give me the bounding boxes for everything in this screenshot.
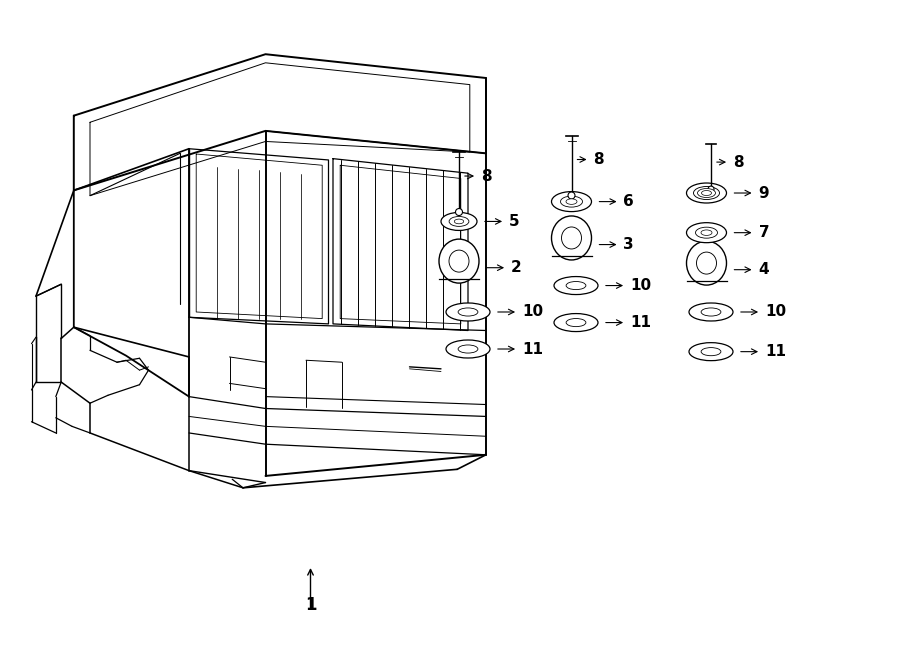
Ellipse shape: [554, 276, 598, 295]
Ellipse shape: [552, 192, 591, 212]
Text: 8: 8: [481, 169, 491, 184]
Ellipse shape: [687, 183, 726, 203]
Text: 3: 3: [624, 237, 634, 252]
Ellipse shape: [701, 230, 712, 235]
Ellipse shape: [454, 219, 464, 224]
Text: 2: 2: [511, 260, 522, 275]
Ellipse shape: [566, 319, 586, 327]
Ellipse shape: [701, 308, 721, 316]
Ellipse shape: [554, 313, 598, 332]
Ellipse shape: [561, 196, 582, 207]
Text: 11: 11: [765, 344, 786, 359]
Ellipse shape: [701, 348, 721, 356]
Text: 11: 11: [522, 342, 543, 356]
Ellipse shape: [689, 303, 733, 321]
Ellipse shape: [694, 186, 719, 200]
Text: 11: 11: [630, 315, 651, 330]
Ellipse shape: [446, 303, 490, 321]
Ellipse shape: [687, 223, 726, 243]
Text: 5: 5: [509, 214, 519, 229]
Ellipse shape: [708, 186, 714, 192]
Ellipse shape: [458, 345, 478, 353]
Ellipse shape: [439, 239, 479, 283]
Text: 1: 1: [305, 596, 316, 614]
Text: 8: 8: [593, 152, 604, 167]
Ellipse shape: [687, 241, 726, 285]
Ellipse shape: [568, 192, 575, 199]
Text: 4: 4: [759, 262, 769, 277]
Ellipse shape: [455, 208, 463, 215]
Ellipse shape: [449, 250, 469, 272]
Ellipse shape: [701, 190, 712, 196]
Text: 10: 10: [630, 278, 651, 293]
Ellipse shape: [566, 282, 586, 290]
Text: 9: 9: [759, 186, 769, 200]
Ellipse shape: [446, 340, 490, 358]
Ellipse shape: [566, 199, 577, 204]
Ellipse shape: [698, 188, 716, 198]
Text: 10: 10: [522, 305, 543, 319]
Text: 7: 7: [759, 225, 769, 240]
Ellipse shape: [458, 308, 478, 316]
Ellipse shape: [689, 342, 733, 361]
Text: 8: 8: [733, 155, 743, 170]
Ellipse shape: [449, 217, 469, 226]
Text: 6: 6: [624, 194, 634, 209]
Text: 10: 10: [765, 305, 786, 319]
Ellipse shape: [441, 212, 477, 231]
Ellipse shape: [552, 216, 591, 260]
Ellipse shape: [562, 227, 581, 249]
Ellipse shape: [696, 227, 717, 238]
Ellipse shape: [697, 252, 716, 274]
